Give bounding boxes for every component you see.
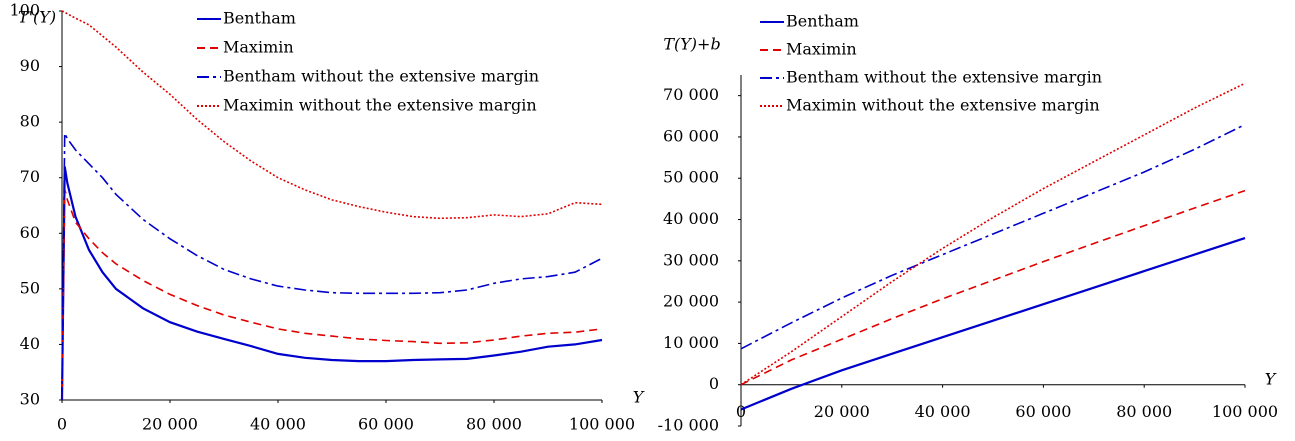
y-tick-label: 10 000 — [663, 333, 719, 352]
x-axis-label: Y — [1265, 370, 1277, 389]
legend-label: Bentham without the extensive margin — [223, 67, 539, 86]
legend-label: Maximin — [223, 38, 294, 57]
y-tick-label: 60 — [20, 223, 40, 242]
y-tick-label: 50 — [20, 278, 40, 297]
legend-label: Maximin without the extensive margin — [223, 96, 537, 115]
series-line — [60, 166, 603, 401]
y-tick-label: 80 — [20, 112, 40, 131]
y-tick-label: 60 000 — [663, 126, 719, 145]
y-tick-label: 20 000 — [663, 292, 719, 311]
series-line — [61, 10, 603, 220]
x-tick-label: 60 000 — [1015, 402, 1071, 421]
x-tick-label: 100 000 — [569, 415, 635, 434]
y-axis-label: T(Y)+b — [663, 35, 720, 54]
series-line — [61, 132, 603, 401]
x-tick-label: 40 000 — [915, 402, 971, 421]
y-tick-label: 90 — [20, 56, 40, 75]
series-line — [740, 82, 1246, 386]
series-line — [740, 189, 1246, 386]
series-line — [61, 188, 603, 401]
legend-label: Bentham — [786, 12, 859, 31]
y-tick-label: 40 — [20, 334, 40, 353]
y-tick-label: 30 000 — [663, 250, 719, 269]
x-tick-label: 80 000 — [466, 415, 522, 434]
y-tick-label: 100 — [9, 1, 40, 20]
y-tick-label: 50 000 — [663, 168, 719, 187]
legend-label: Bentham without the extensive margin — [786, 68, 1102, 87]
y-tick-label: 30 — [20, 390, 40, 409]
x-tick-label: 0 — [736, 402, 746, 421]
x-tick-label: 20 000 — [814, 402, 870, 421]
y-axis-label: T'(Y) — [18, 8, 56, 27]
x-axis-label: Y — [633, 388, 645, 407]
y-tick-label: -10 000 — [658, 416, 719, 435]
x-tick-label: 100 000 — [1212, 402, 1278, 421]
series-line — [740, 123, 1246, 350]
y-tick-label: 0 — [709, 374, 719, 393]
x-tick-label: 0 — [57, 415, 67, 434]
legend-label: Maximin without the extensive margin — [786, 96, 1100, 115]
x-tick-label: 60 000 — [358, 415, 414, 434]
legend-label: Maximin — [786, 40, 857, 59]
series-line — [740, 237, 1246, 411]
y-tick-label: 70 — [20, 167, 40, 186]
y-tick-label: 70 000 — [663, 85, 719, 104]
legend-label: Bentham — [223, 9, 296, 28]
x-tick-label: 80 000 — [1116, 402, 1172, 421]
x-tick-label: 40 000 — [250, 415, 306, 434]
y-tick-label: 40 000 — [663, 209, 719, 228]
x-tick-label: 20 000 — [142, 415, 198, 434]
